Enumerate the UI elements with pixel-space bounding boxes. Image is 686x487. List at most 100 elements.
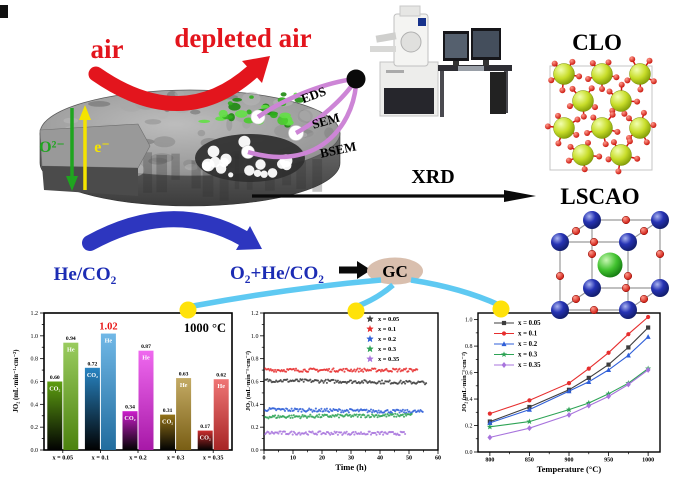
- x-tick-label: 30: [348, 456, 354, 462]
- oxygen-ion-label: O²⁻: [39, 139, 65, 156]
- x-tick-label: x = 0.1: [92, 455, 109, 462]
- sem-chamber-port: [401, 32, 421, 52]
- sem-spot: [251, 110, 265, 124]
- bar-value-label: 0.62: [216, 373, 226, 379]
- sweep-gas-flow: He/CO₂ O₂+He/CO₂: [54, 219, 325, 285]
- electron-label: e⁻: [94, 139, 110, 156]
- data-series: [264, 407, 424, 414]
- bar-value-label: 0.31: [163, 408, 173, 414]
- legend-label: x = 0.35: [378, 356, 399, 363]
- probe-node-dot: [347, 70, 366, 89]
- bar-co2: [85, 368, 100, 450]
- bar-he: [63, 343, 78, 450]
- y-tick-label: 0.0: [31, 448, 39, 454]
- membrane-disc: [40, 90, 340, 206]
- legend-item: x = 0.35: [494, 362, 541, 369]
- monitor-screen: [445, 34, 467, 58]
- desk-top: [438, 65, 512, 71]
- disc-cut-face: [42, 166, 138, 196]
- bar-gas-label: He: [67, 347, 75, 354]
- data-series: [487, 367, 650, 440]
- xrd-arrowhead: [504, 190, 536, 202]
- legend-label: x = 0.3: [518, 352, 538, 359]
- sem-arm2: [370, 46, 396, 52]
- x-tick-label: x = 0.3: [167, 455, 184, 462]
- bar-gas-label: CO₂: [162, 419, 173, 426]
- x-tick-label: 60: [435, 456, 441, 462]
- monitor-stand: [483, 60, 489, 66]
- bar-he: [101, 334, 116, 450]
- gc-arrowhead: [357, 261, 371, 279]
- lscao-label: LSCAO: [560, 184, 639, 209]
- bar-value-label: 0.87: [141, 344, 151, 350]
- y-tick-label: 0.6: [251, 380, 259, 386]
- o2-he-co2-label: O₂+He/CO₂: [230, 263, 324, 284]
- y-tick-label: 1.2: [31, 311, 39, 317]
- data-series: [487, 366, 651, 430]
- x-axis-label: Temperature (°C): [537, 464, 602, 474]
- air-flow-arrowhead: [242, 56, 270, 83]
- sem-logo: [418, 18, 426, 26]
- legend-label: x = 0.1: [518, 331, 538, 338]
- bar-gas-label: He: [105, 338, 113, 345]
- monitor: [443, 31, 469, 61]
- legend-label: x = 0.2: [518, 341, 538, 348]
- x-tick-label: 950: [604, 458, 613, 464]
- highlight-value-label: 1.02: [99, 322, 117, 333]
- y-tick-label: 1.0: [465, 318, 473, 324]
- legend-label: x = 0.3: [378, 346, 396, 353]
- xrd-flow: XRD: [252, 166, 536, 202]
- legend-item: x = 0.3: [494, 351, 538, 358]
- x-axis-label: Time (h): [335, 462, 366, 472]
- bar-gas-label: He: [180, 382, 188, 389]
- y-tick-label: 0.8: [31, 357, 39, 363]
- monitor-stand: [453, 61, 459, 66]
- corner-mark: [0, 5, 8, 18]
- disc-side: [40, 133, 340, 206]
- legend-item: x = 0.2: [367, 336, 396, 343]
- y-tick-label: 0.6: [31, 380, 39, 386]
- green-phase-region: [198, 92, 304, 127]
- sem-cabinet-panel: [384, 88, 434, 114]
- clo-structure: [545, 56, 657, 174]
- y-axis-label: JO₂ (mL·min⁻¹·cm⁻²): [245, 351, 252, 411]
- x-tick-label: 800: [485, 458, 494, 464]
- bar-gas-label: He: [142, 355, 150, 362]
- data-series: [264, 430, 406, 436]
- he-co2-label: He/CO₂: [54, 264, 117, 285]
- sem-cabinet: [380, 62, 438, 116]
- legend-item: x = 0.35: [367, 356, 399, 363]
- disc-cut-ledge: [40, 124, 150, 168]
- bsem-label: BSEM: [318, 138, 357, 160]
- computer-tower: [490, 72, 506, 114]
- y-tick-label: 0.4: [251, 402, 259, 408]
- monitor-screen: [473, 31, 499, 57]
- y-tick-label: 0.2: [251, 425, 259, 431]
- bar-gas-label: He: [217, 383, 225, 390]
- y-tick-label: 1.0: [251, 334, 259, 340]
- air-flow: air depleted air: [91, 23, 312, 104]
- sem-arm: [376, 32, 397, 42]
- gc-label: GC: [382, 262, 408, 281]
- y-tick-label: 0.0: [251, 448, 259, 454]
- y-tick-label: 0.2: [31, 425, 39, 431]
- depleted-air-label: depleted air: [174, 23, 311, 53]
- electron-arrowhead: [79, 105, 91, 120]
- data-series: [264, 378, 427, 385]
- data-series: [264, 367, 418, 373]
- probe-lines: EDS SEM BSEM: [248, 70, 366, 161]
- eds-label: EDS: [299, 83, 328, 106]
- sweep-gas-arrowhead: [236, 226, 262, 250]
- gc-node: GC: [339, 258, 423, 285]
- y-tick-label: 1.0: [31, 334, 39, 340]
- x-tick-label: 1000: [642, 458, 654, 464]
- chart-title: 1000 °C: [184, 321, 226, 335]
- y-tick-label: 0.0: [465, 450, 473, 456]
- clo-label: CLO: [572, 30, 622, 55]
